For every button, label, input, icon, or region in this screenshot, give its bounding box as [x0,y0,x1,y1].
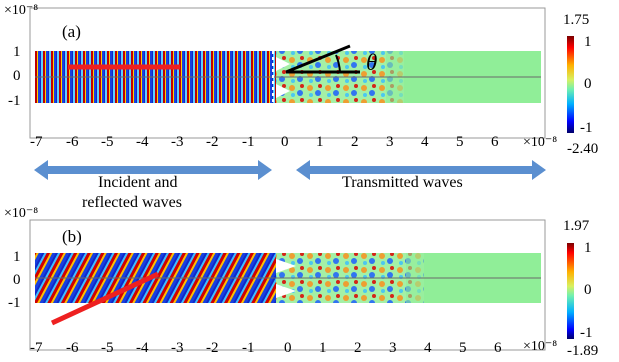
panel-a-x-tick: 3 [386,134,394,150]
panel-a-colorbar-tick: -1 [580,120,593,136]
panel-b-x-tick: 1 [319,340,327,356]
panel-a-y-tick: 0 [13,68,21,84]
transmitted-label: Transmitted waves [342,174,463,191]
panel-a-x-tick: -3 [171,134,184,150]
panel-b-x-exponent: ×10⁻⁸ [523,339,558,354]
panel-b-tag: (b) [62,227,82,246]
panel-b-x-tick: 0 [284,340,292,356]
panel-a-y-tick: -1 [8,93,21,109]
panel-b-x-tick: -2 [206,340,219,356]
panel-a-x-tick: 0 [281,134,289,150]
panel-a-x-tick: -6 [66,134,79,150]
panel-b-frame [29,219,546,351]
incident-label-line2: reflected waves [82,194,182,211]
panel-a-triangle-upper [276,57,290,71]
panel-a-colorbar-max: 1.75 [563,12,590,28]
panel-b-x-tick: -1 [242,340,255,356]
panel-b-colorbar [567,243,574,339]
panel-b-x-tick: -4 [136,340,149,356]
panel-a-angle-arc [335,54,341,73]
panel-a-triangle-lower [276,84,290,98]
panel-b-x-tick: 2 [354,340,362,356]
panel-b-x-tick: 6 [494,340,502,356]
angle-theta-label: θ [366,50,378,75]
panel-a-y-exponent: ×10⁻⁸ [4,3,39,18]
panel-b-x-tick: -3 [171,340,184,356]
panel-b-colorbar-max: 1.97 [563,218,590,234]
region-arrows [34,160,546,180]
panel-a-x-tick: 5 [456,134,464,150]
panel-b-x-tick: 5 [459,340,467,356]
panel-a-x-tick: -5 [101,134,114,150]
panel-b-x-tick: 4 [424,340,432,356]
panel-b-direction-arrow [50,271,160,326]
panel-b-colorbar-tick: 0 [584,282,592,298]
panel-a-x-tick: 6 [491,134,499,150]
panel-b-y-exponent: ×10⁻⁸ [4,206,39,221]
panel-b-x-tick: -6 [66,340,79,356]
transmitted-arrow [296,160,546,180]
panel-b-y-tick: 0 [13,272,21,288]
panel-b-x-tick: -7 [30,340,43,356]
panel-b-y-tick: -1 [8,295,21,311]
panel-b-colorbar-tick: 1 [584,240,592,256]
panel-a-x-tick: -2 [206,134,219,150]
panel-b-colorbar-min: -1.89 [567,343,599,359]
panel-a-colorbar [567,36,574,133]
panel-a-colorbar-tick: 0 [584,76,592,92]
panel-a [29,7,574,139]
panel-b-x-tick: 3 [389,340,397,356]
panel-a-frame [29,7,546,139]
incident-reflected-arrow [34,160,272,180]
panel-a-angle-ray [285,44,351,74]
panel-b-triangle-upper [276,259,296,273]
panel-b [29,219,574,351]
panel-a-x-tick: -7 [30,134,43,150]
panel-b-triangle-lower [276,284,296,298]
panel-a-x-tick: 2 [351,134,359,150]
panel-a-y-tick: 1 [13,44,21,60]
panel-b-y-tick: 1 [13,249,21,265]
panel-a-x-exponent: ×10⁻⁸ [523,135,558,150]
panel-a-tag: (a) [62,22,81,41]
panel-a-x-tick: -4 [136,134,149,150]
incident-label-line1: Incident and [98,174,178,191]
panel-b-x-tick: -5 [101,340,114,356]
panel-a-x-tick: 4 [421,134,429,150]
panel-a-x-tick: 1 [316,134,324,150]
panel-b-colorbar-tick: -1 [580,325,593,341]
panel-a-colorbar-min: -2.40 [567,141,599,157]
panel-a-x-tick: -1 [242,134,255,150]
panel-a-colorbar-tick: 1 [584,34,592,50]
